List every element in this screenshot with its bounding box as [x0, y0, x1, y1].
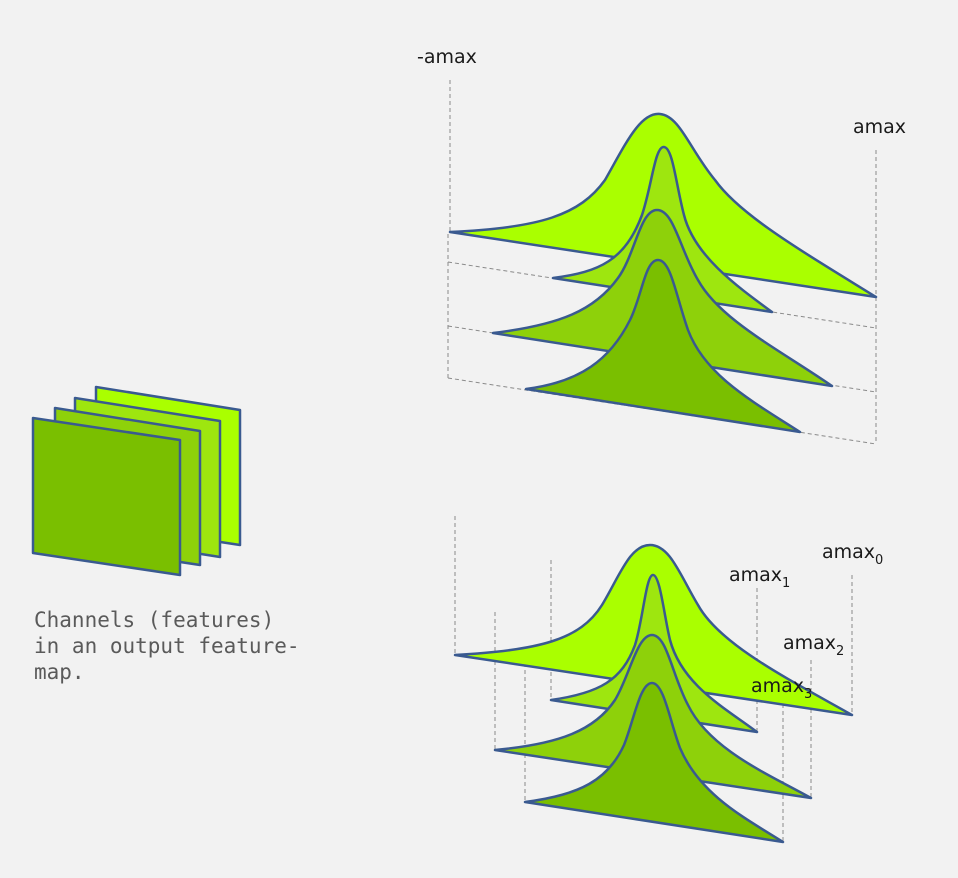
bottom-plot-labels: amax0 amax1 amax2 amax3 — [729, 541, 883, 702]
top-plot-distributions — [448, 112, 878, 434]
amax-2-label: amax2 — [783, 632, 844, 659]
amax-3-label: amax3 — [751, 675, 812, 702]
top-right-label: amax — [853, 116, 906, 138]
top-distribution-channel-3 — [524, 258, 802, 434]
amax-0-label: amax0 — [822, 541, 883, 568]
bottom-distribution-channel-3 — [523, 681, 785, 844]
channel-sheet-0 — [31, 416, 182, 577]
feature-map-channels — [31, 385, 242, 577]
feature-map-caption: Channels (features) in an output feature… — [34, 608, 300, 684]
amax-1-label: amax1 — [729, 564, 790, 591]
bottom-plot-distributions — [453, 543, 854, 844]
top-left-label: -amax — [417, 46, 477, 68]
